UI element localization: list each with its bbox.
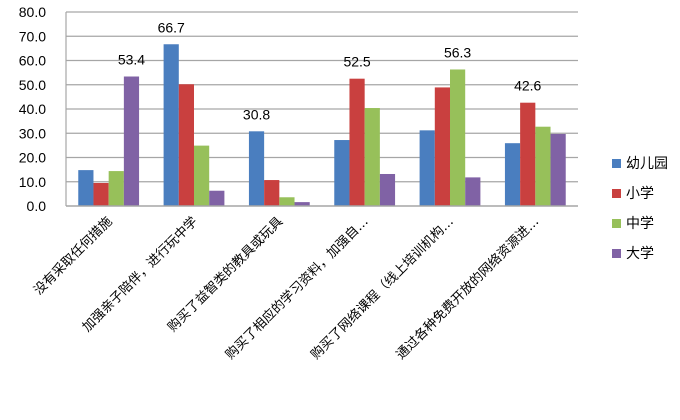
- legend-item-kindergarten: 幼儿园: [612, 153, 668, 173]
- bar: [334, 140, 350, 206]
- category-label: 购买了网络课程（线上培训机构…: [308, 214, 457, 363]
- legend-item-secondary: 中学: [612, 213, 668, 233]
- data-label: 53.4: [118, 52, 145, 68]
- bar: [209, 190, 225, 206]
- bar: [364, 108, 380, 206]
- legend: 幼儿园 小学 中学 大学: [612, 153, 668, 273]
- legend-label: 幼儿园: [626, 155, 668, 171]
- y-tick-label: 70.0: [19, 28, 46, 44]
- bar: [78, 170, 94, 206]
- y-tick-label: 20.0: [19, 150, 46, 166]
- bar: [349, 78, 365, 206]
- y-axis-ticks: 0.0 10.0 20.0 30.0 40.0 50.0 60.0 70.0 80.0: [19, 4, 46, 214]
- bar: [504, 143, 521, 206]
- y-tick-label: 50.0: [19, 77, 46, 93]
- bar: [93, 182, 109, 206]
- category-label: 通过各种免费开放的网络资源进…: [393, 214, 542, 363]
- bar: [434, 87, 450, 206]
- bar: [264, 180, 280, 206]
- bar: [294, 202, 310, 206]
- data-label: 52.5: [343, 54, 370, 70]
- bar: [550, 133, 566, 206]
- data-label: 30.8: [243, 106, 270, 122]
- bar: [465, 177, 481, 206]
- legend-swatch-icon: [612, 218, 621, 228]
- y-tick-label: 30.0: [19, 125, 46, 141]
- bar: [108, 171, 124, 206]
- y-tick-label: 80.0: [19, 4, 46, 20]
- legend-swatch-icon: [612, 188, 621, 198]
- data-labels: 53.4 66.7 30.8 52.5 56.3 42.6: [118, 19, 542, 122]
- category-label: 购买了相应的学习资料，加强自…: [222, 214, 371, 363]
- data-label: 56.3: [444, 44, 471, 60]
- legend-item-university: 大学: [612, 243, 668, 263]
- bar: [279, 197, 295, 206]
- bar: [194, 145, 210, 206]
- bar: [379, 173, 396, 206]
- gridlines: [66, 11, 578, 183]
- legend-label: 小学: [626, 185, 654, 201]
- bar: [248, 131, 265, 206]
- x-axis-categories: 没有采取任何措施加强亲子陪伴，进行玩中学购买了益智类的教具或玩具购买了相应的学习…: [31, 214, 543, 363]
- category-label: 没有采取任何措施: [31, 214, 116, 299]
- bar: [535, 126, 551, 206]
- y-tick-label: 10.0: [19, 174, 46, 190]
- bar: [450, 69, 466, 206]
- data-label: 66.7: [158, 19, 185, 35]
- legend-label: 中学: [626, 215, 654, 231]
- y-tick-label: 60.0: [19, 53, 46, 69]
- y-tick-label: 40.0: [19, 101, 46, 117]
- legend-item-primary: 小学: [612, 183, 668, 203]
- bar: [520, 102, 536, 206]
- data-label: 42.6: [514, 78, 541, 94]
- legend-swatch-icon: [612, 248, 621, 258]
- bar: [178, 84, 194, 206]
- legend-label: 大学: [626, 245, 654, 261]
- bar: [419, 130, 435, 206]
- y-tick-label: 0.0: [27, 198, 47, 214]
- bar: [163, 44, 179, 206]
- bar-series: [78, 44, 566, 206]
- legend-swatch-icon: [612, 158, 621, 168]
- bar: [123, 76, 140, 206]
